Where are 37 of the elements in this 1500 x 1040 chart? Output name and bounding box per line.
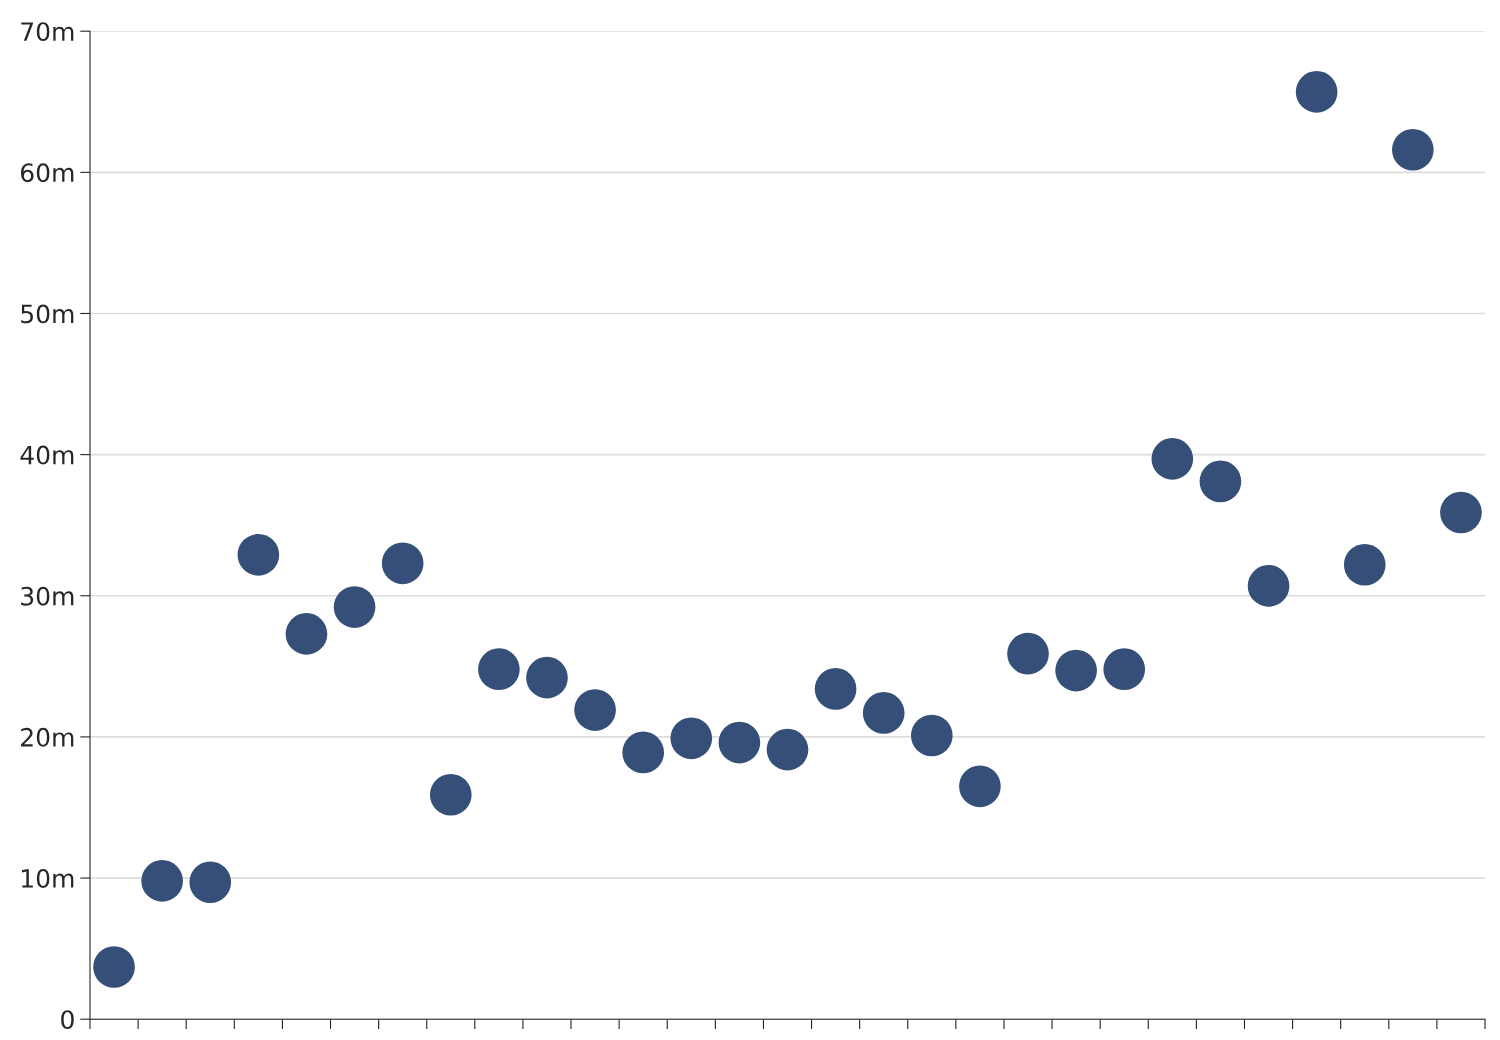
y-tick-label: 50m — [21, 304, 74, 324]
y-tick-label: 60m — [21, 163, 74, 183]
point — [526, 656, 568, 699]
point — [1440, 491, 1482, 534]
point — [141, 860, 183, 902]
point — [237, 534, 280, 576]
point — [766, 728, 809, 771]
point — [1199, 460, 1242, 503]
point — [381, 542, 424, 585]
point — [1247, 565, 1290, 607]
point — [333, 586, 376, 628]
point — [93, 946, 135, 988]
y-tick-label: 70m — [21, 22, 74, 42]
point — [1007, 632, 1049, 675]
point — [478, 648, 520, 690]
point — [1055, 649, 1097, 692]
y-tick-label: 0 — [61, 1010, 74, 1030]
point — [1392, 128, 1434, 171]
point — [285, 613, 328, 655]
point — [622, 731, 665, 774]
point — [429, 773, 472, 816]
point — [189, 861, 232, 904]
point — [1151, 438, 1194, 480]
point — [1295, 71, 1338, 113]
point — [959, 765, 1001, 808]
y-tick-label: 30m — [21, 586, 74, 606]
y-tick-label: 10m — [22, 869, 74, 888]
point — [670, 717, 713, 760]
point — [910, 714, 953, 757]
y-tick-label: 20m — [21, 727, 74, 747]
point — [1103, 648, 1146, 690]
y-tick-label: 40m — [20, 445, 74, 465]
point — [718, 721, 761, 764]
point — [814, 668, 857, 710]
point — [574, 689, 616, 731]
point — [862, 692, 905, 734]
point — [1343, 543, 1386, 586]
